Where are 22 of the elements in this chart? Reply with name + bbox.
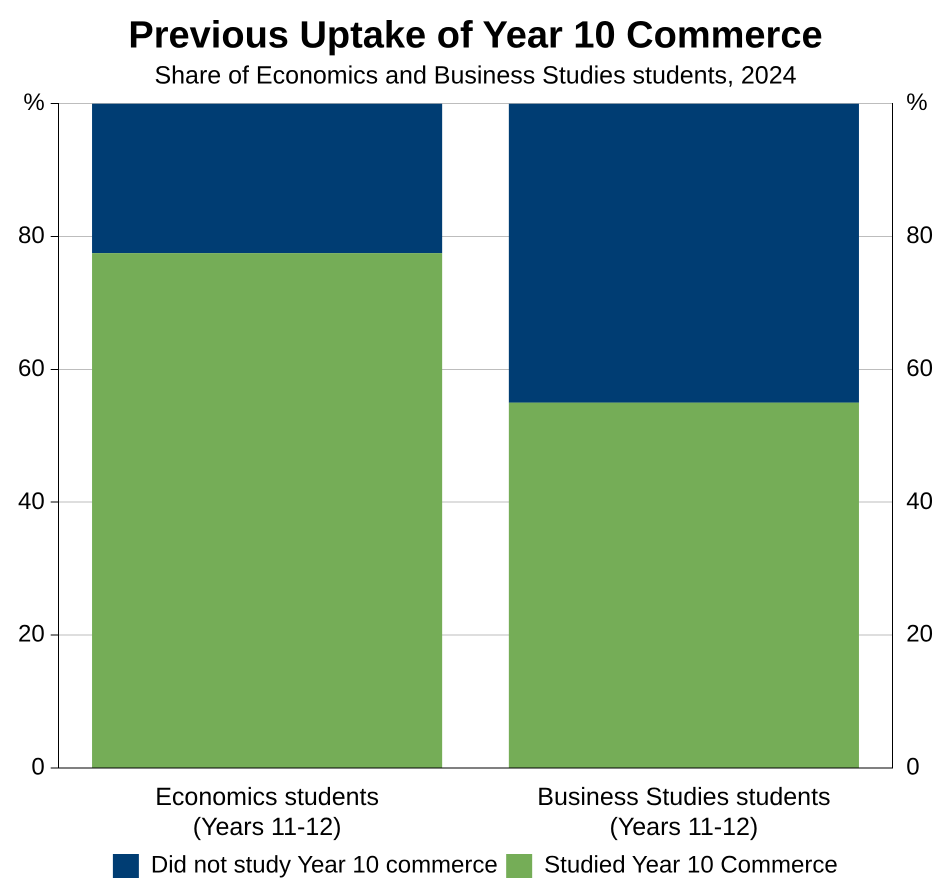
y-tick-label: % bbox=[23, 89, 45, 116]
bar bbox=[508, 402, 859, 768]
y2-tick-label: 80 bbox=[906, 222, 934, 250]
legend-label: Did not study Year 10 commerce bbox=[150, 852, 498, 879]
x-tick-label: Business Studies students (Years 11-12) bbox=[537, 782, 831, 841]
bar bbox=[92, 104, 442, 254]
y-tick-label: 0 bbox=[31, 754, 45, 781]
y2-tick-label: 40 bbox=[906, 488, 934, 515]
y-tick-label: 20 bbox=[18, 620, 45, 648]
bar bbox=[508, 104, 859, 403]
chart-title: Previous Uptake of Year 10 Commerce bbox=[128, 14, 823, 56]
bar bbox=[92, 253, 442, 768]
y2-tick-label: % bbox=[906, 89, 928, 116]
y2-tick-label: 20 bbox=[906, 620, 934, 648]
y-tick-label: 60 bbox=[18, 354, 45, 382]
y2-tick-label: 0 bbox=[906, 754, 920, 781]
y-tick-label: 40 bbox=[18, 488, 45, 515]
chart-subtitle: Share of Economics and Business Studies students, 2024 bbox=[154, 61, 797, 90]
legend-label: Studied Year 10 Commerce bbox=[544, 852, 838, 879]
x-tick-label: Economics students (Years 11-12) bbox=[155, 782, 379, 841]
y2-tick-label: 60 bbox=[906, 354, 934, 382]
y-tick-label: 80 bbox=[18, 222, 45, 250]
